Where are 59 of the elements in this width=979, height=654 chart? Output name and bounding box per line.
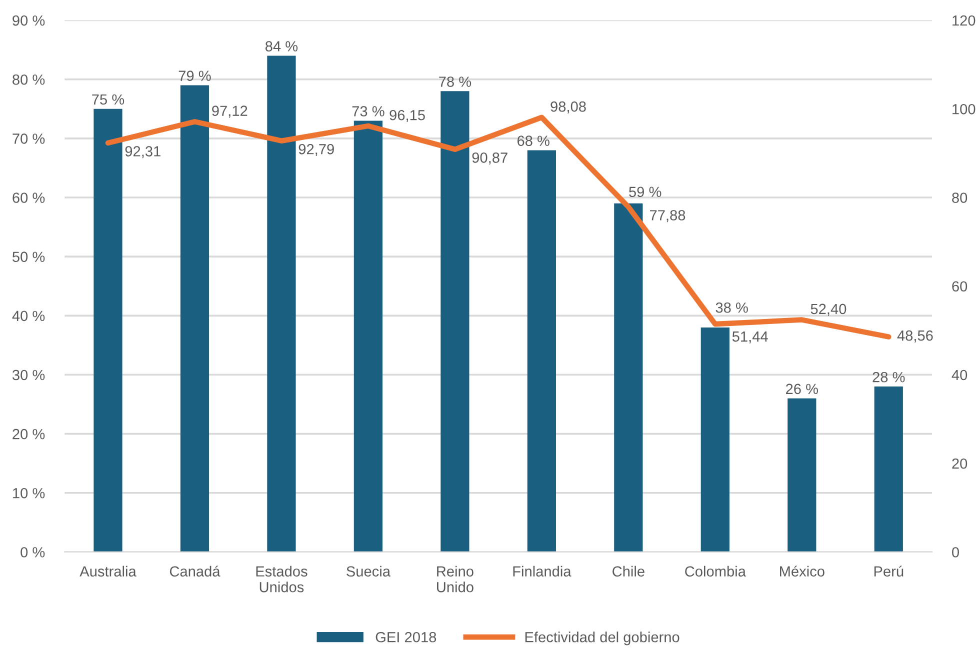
data-label: 28 %	[872, 372, 905, 382]
bar	[700, 327, 730, 552]
y2-tick-label: 20	[952, 458, 968, 469]
bar	[788, 398, 816, 552]
legend-label: Efectividad del gobierno	[525, 632, 680, 646]
x-tick-label: Suecia	[346, 566, 390, 577]
data-label: 68 %	[517, 136, 550, 146]
data-label: 51,44	[732, 332, 768, 344]
data-label: 92,79	[298, 144, 334, 156]
y2-tick-label: 100	[952, 104, 976, 114]
x-tick-label: México	[780, 566, 824, 577]
data-label: 75 %	[92, 94, 124, 105]
data-label: 52,40	[810, 304, 846, 316]
bar	[527, 150, 556, 552]
y-tick-label: 50 %	[12, 252, 45, 262]
y-tick-label: 40 %	[12, 310, 45, 322]
y2-tick-label: 80	[952, 192, 968, 203]
data-label: 98,08	[550, 101, 586, 114]
y2-tick-label: 120	[952, 15, 976, 26]
x-tick-label: Reino Unido	[437, 566, 474, 592]
x-tick-label: Australia	[80, 566, 136, 577]
data-label: 26 %	[786, 384, 818, 394]
data-label: 84 %	[265, 41, 298, 52]
y2-tick-label: 60	[952, 281, 968, 292]
y-tick-label: 90 %	[12, 15, 45, 26]
legend-label: GEI 2018	[376, 632, 436, 642]
x-tick-label: Colombia	[685, 566, 746, 577]
data-label: 73 %	[352, 106, 384, 116]
data-label: 96,15	[390, 110, 425, 122]
data-label: 92,31	[125, 146, 160, 158]
y2-tick-label: 0	[952, 547, 959, 558]
x-tick-label: Perú	[874, 566, 904, 577]
y-tick-label: 80 %	[12, 74, 45, 85]
y-tick-label: 20 %	[12, 428, 45, 440]
bar	[94, 108, 122, 552]
x-tick-label: Canadá	[170, 566, 220, 577]
bar	[354, 120, 383, 552]
y-tick-label: 30 %	[12, 370, 45, 380]
x-tick-label: Estados Unidos	[256, 566, 308, 592]
x-tick-label: Finlandia	[513, 566, 572, 577]
y2-tick-label: 40	[952, 370, 968, 380]
bar	[440, 91, 470, 552]
bar	[180, 85, 210, 552]
data-label: 78 %	[439, 76, 472, 87]
data-label: 79 %	[178, 70, 211, 81]
y-tick-label: 60 %	[12, 192, 45, 203]
data-label: 59 %	[629, 186, 662, 198]
bar	[614, 203, 643, 552]
data-label: 48,56	[897, 330, 933, 342]
data-label: 77,88	[650, 210, 686, 222]
bar	[267, 56, 296, 552]
y-tick-label: 10 %	[13, 488, 45, 498]
y-tick-label: 0 %	[20, 547, 45, 558]
data-label: 38 %	[716, 302, 748, 313]
x-tick-label: Chile	[612, 566, 644, 577]
data-label: 97,12	[212, 106, 248, 118]
y-tick-label: 70 %	[12, 134, 45, 144]
bar	[874, 386, 903, 552]
data-label: 90,87	[472, 152, 508, 165]
